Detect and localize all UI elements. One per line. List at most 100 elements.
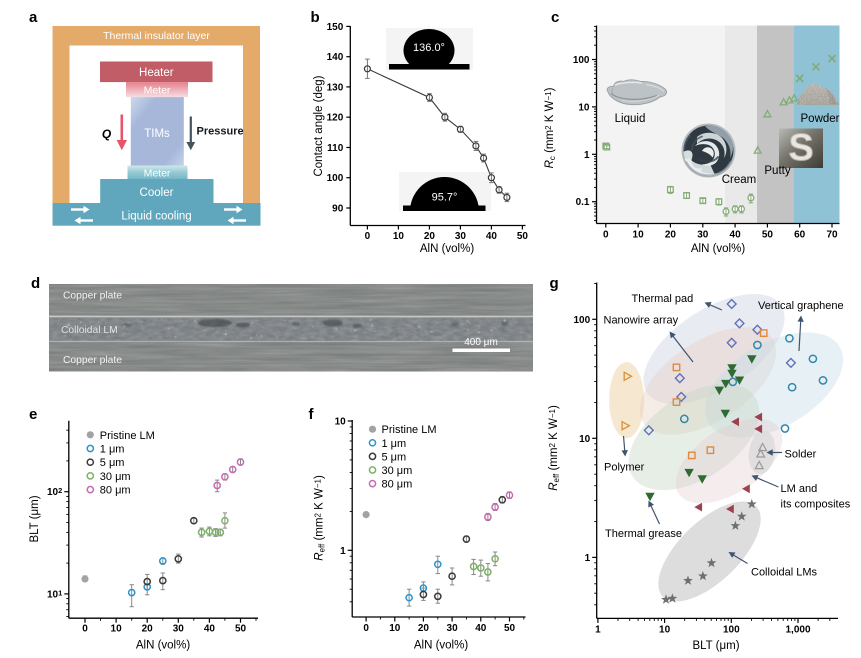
svg-text:Reff (mm2 K W−1): Reff (mm2 K W−1) [313, 475, 326, 561]
svg-text:g: g [550, 275, 559, 292]
svg-text:40: 40 [204, 624, 216, 635]
svg-text:1,000: 1,000 [785, 625, 810, 636]
svg-text:40: 40 [475, 623, 487, 634]
svg-text:10: 10 [335, 417, 347, 428]
svg-text:30: 30 [455, 231, 467, 242]
svg-text:Copper plate: Copper plate [63, 291, 122, 302]
svg-text:Pressure: Pressure [197, 126, 244, 138]
svg-text:0: 0 [603, 230, 609, 241]
svg-text:30: 30 [447, 623, 459, 634]
svg-text:Solder: Solder [785, 449, 817, 461]
svg-text:10: 10 [659, 625, 671, 636]
svg-text:c: c [551, 9, 559, 26]
svg-text:Thermal pad: Thermal pad [632, 293, 694, 305]
svg-text:50: 50 [762, 230, 774, 241]
svg-text:Liquid cooling: Liquid cooling [121, 211, 191, 223]
svg-text:10: 10 [389, 623, 401, 634]
svg-text:110: 110 [327, 143, 344, 154]
svg-text:30: 30 [697, 230, 709, 241]
svg-text:1 μm: 1 μm [382, 438, 407, 450]
svg-text:Thermal insulator layer: Thermal insulator layer [103, 30, 210, 42]
svg-text:50: 50 [504, 623, 516, 634]
svg-text:a: a [29, 9, 38, 26]
svg-text:60: 60 [794, 230, 806, 241]
svg-text:Cream: Cream [722, 174, 757, 186]
svg-text:20: 20 [418, 623, 430, 634]
svg-text:102: 102 [47, 486, 62, 498]
svg-text:101: 101 [47, 588, 62, 600]
svg-text:10: 10 [579, 434, 591, 445]
svg-text:400 μm: 400 μm [464, 337, 498, 348]
svg-text:AlN (vol%): AlN (vol%) [136, 640, 190, 652]
svg-text:1: 1 [584, 150, 590, 161]
svg-text:Copper plate: Copper plate [63, 355, 122, 366]
svg-text:140: 140 [327, 52, 344, 63]
svg-text:95.7°: 95.7° [432, 192, 458, 204]
svg-text:AlN (vol%): AlN (vol%) [420, 243, 474, 255]
svg-text:Nanowire array: Nanowire array [604, 315, 679, 327]
svg-text:Vertical graphene: Vertical graphene [758, 300, 844, 312]
svg-text:Rc (mm2 K W−1): Rc (mm2 K W−1) [544, 87, 557, 168]
svg-text:LM and: LM and [781, 483, 818, 495]
svg-text:0.1: 0.1 [576, 197, 590, 208]
svg-text:Meter: Meter [144, 168, 171, 180]
svg-text:80 μm: 80 μm [100, 485, 131, 497]
svg-text:1 μm: 1 μm [100, 444, 125, 456]
svg-text:Putty: Putty [764, 165, 790, 177]
svg-text:136.0°: 136.0° [413, 42, 445, 54]
svg-text:100: 100 [574, 315, 591, 326]
svg-text:150: 150 [327, 22, 344, 33]
svg-text:1: 1 [585, 553, 591, 564]
svg-text:100: 100 [327, 173, 344, 184]
svg-text:10: 10 [393, 231, 405, 242]
svg-text:10: 10 [111, 624, 123, 635]
svg-text:Powder: Powder [801, 113, 840, 125]
svg-text:90: 90 [332, 204, 344, 215]
svg-text:1: 1 [595, 625, 601, 636]
svg-text:S: S [788, 127, 813, 169]
svg-text:40: 40 [730, 230, 742, 241]
svg-text:20: 20 [665, 230, 677, 241]
svg-text:5 μm: 5 μm [382, 451, 407, 463]
svg-text:AlN (vol%): AlN (vol%) [414, 640, 468, 652]
svg-text:130: 130 [327, 82, 344, 93]
svg-text:30 μm: 30 μm [382, 465, 413, 477]
svg-text:Colloidal LMs: Colloidal LMs [751, 567, 818, 579]
svg-text:70: 70 [826, 230, 838, 241]
svg-text:1: 1 [340, 546, 346, 557]
svg-text:5 μm: 5 μm [100, 457, 125, 469]
svg-text:100: 100 [723, 625, 740, 636]
svg-text:80 μm: 80 μm [382, 479, 413, 491]
svg-text:TIMs: TIMs [144, 128, 170, 140]
svg-text:AlN (vol%): AlN (vol%) [691, 243, 745, 255]
svg-text:50: 50 [517, 231, 529, 242]
svg-text:Cooler: Cooler [140, 187, 174, 199]
svg-text:d: d [31, 275, 40, 292]
svg-text:Q: Q [102, 127, 112, 141]
svg-text:e: e [29, 406, 37, 423]
svg-text:Contact angle (deg): Contact angle (deg) [313, 75, 325, 176]
svg-text:30 μm: 30 μm [100, 471, 131, 483]
svg-text:20: 20 [424, 231, 436, 242]
svg-text:f: f [309, 406, 315, 423]
svg-text:30: 30 [173, 624, 185, 635]
svg-text:its composites: its composites [781, 499, 851, 511]
svg-text:50: 50 [235, 624, 247, 635]
svg-text:Heater: Heater [139, 67, 174, 79]
svg-text:120: 120 [327, 113, 344, 124]
svg-text:BLT (μm): BLT (μm) [29, 495, 41, 542]
svg-text:Meter: Meter [144, 85, 171, 97]
svg-text:Pristine LM: Pristine LM [382, 424, 437, 436]
svg-text:20: 20 [142, 624, 154, 635]
svg-text:10: 10 [633, 230, 645, 241]
svg-text:Polymer: Polymer [604, 462, 645, 474]
svg-text:0: 0 [82, 624, 88, 635]
svg-text:b: b [311, 9, 320, 26]
svg-text:Liquid: Liquid [615, 113, 646, 125]
svg-text:0: 0 [363, 623, 369, 634]
svg-text:40: 40 [486, 231, 498, 242]
svg-text:0: 0 [365, 231, 371, 242]
svg-text:100: 100 [573, 55, 590, 66]
svg-text:BLT (μm): BLT (μm) [692, 640, 739, 652]
svg-text:Colloidal LM: Colloidal LM [61, 325, 118, 336]
